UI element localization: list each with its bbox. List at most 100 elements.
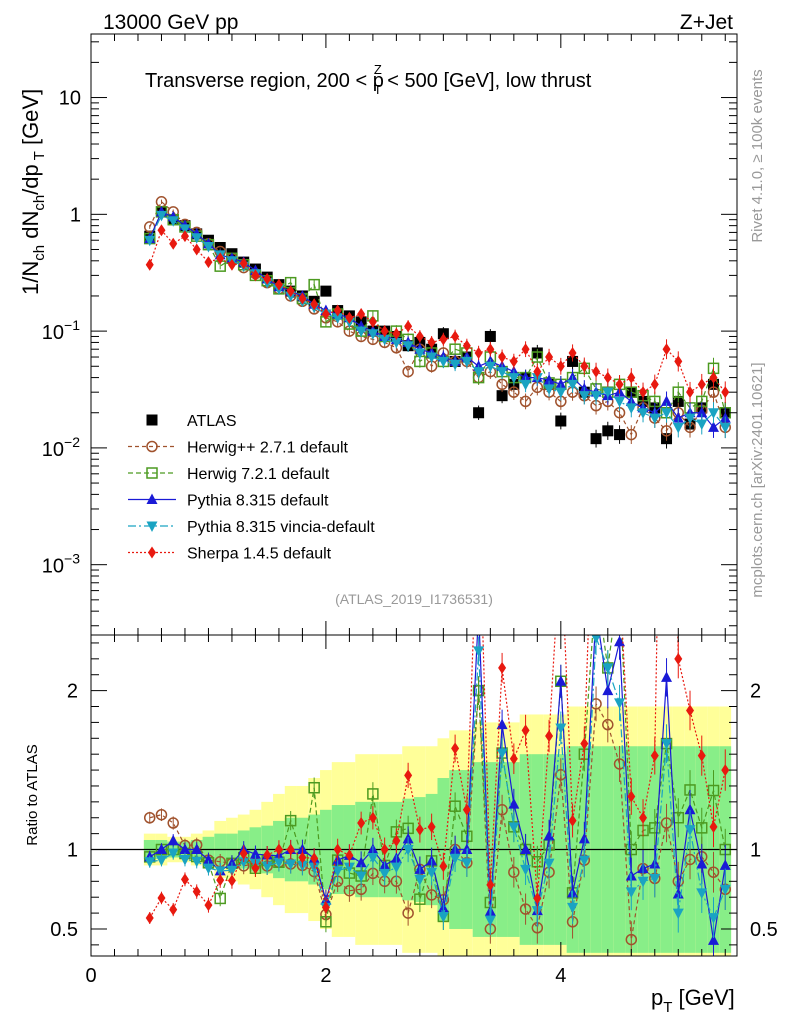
- ratio-point: [707, 866, 720, 878]
- ratio-point: [475, 526, 483, 538]
- ratio-point: [496, 748, 508, 760]
- data-point: [545, 351, 554, 364]
- data-point: [461, 356, 473, 368]
- data-point: [708, 408, 720, 419]
- ratio-point: [462, 803, 471, 816]
- ratio-point: [674, 652, 683, 665]
- data-point: [449, 343, 461, 355]
- data-point: [484, 330, 496, 342]
- data-point: [509, 355, 518, 368]
- data-point: [496, 367, 508, 378]
- ratio-point: [392, 834, 401, 847]
- data-point: [426, 352, 438, 364]
- series-4: [144, 210, 731, 439]
- x-tick-label: 2: [320, 965, 331, 987]
- ratio-point: [708, 913, 720, 924]
- data-point: [580, 360, 589, 373]
- ratio-point: [545, 730, 554, 743]
- data-point: [674, 355, 683, 368]
- ratio-series-5: [145, 526, 730, 924]
- legend-marker: [146, 414, 158, 426]
- ratio-point: [696, 857, 708, 869]
- data-point: [449, 359, 461, 371]
- legend-label: Sherpa 1.4.5 default: [187, 546, 332, 563]
- ratio-point: [719, 859, 731, 870]
- ratio-point: [449, 800, 461, 812]
- series-line: [149, 211, 726, 429]
- legend-label: Herwig++ 2.7.1 default: [187, 440, 349, 457]
- data-point: [708, 421, 720, 432]
- data-point: [214, 241, 226, 253]
- ratio-y-tick-label: 0.5: [50, 919, 78, 941]
- y-tick-label: 10−1: [42, 317, 80, 344]
- x-tick-label: 0: [85, 965, 96, 987]
- ratio-point: [155, 808, 168, 821]
- ratio-point: [380, 843, 389, 856]
- data-point: [286, 285, 295, 298]
- ratio-point: [637, 876, 649, 888]
- ratio-point: [531, 856, 544, 868]
- data-point: [521, 343, 530, 356]
- ratio-point: [180, 873, 189, 886]
- legend-entry: ATLAS: [146, 413, 237, 430]
- data-point: [627, 371, 636, 384]
- data-point: [392, 327, 401, 340]
- data-point: [508, 373, 520, 384]
- data-point: [672, 422, 684, 434]
- legend-entry: Pythia 8.315 default: [128, 493, 329, 510]
- data-point: [191, 233, 203, 244]
- ratio-line: [149, 635, 726, 919]
- ratio-point: [672, 908, 684, 920]
- ratio-point: [379, 868, 391, 880]
- data-point: [602, 425, 614, 437]
- ratio-point: [202, 854, 214, 865]
- ratio-point: [521, 724, 530, 737]
- data-point: [555, 378, 567, 389]
- ratio-point: [519, 903, 532, 915]
- ratio-point: [496, 718, 508, 730]
- mcplots-label: mcplots.cern.ch [arXiv:2401.10621]: [749, 362, 766, 597]
- ratio-point: [614, 698, 626, 709]
- series-5: [145, 224, 730, 403]
- ratio-point: [390, 862, 402, 874]
- ratio-point: [533, 892, 542, 905]
- ratio-point: [345, 849, 354, 862]
- ratio-point: [214, 866, 226, 877]
- ratio-point: [509, 752, 518, 765]
- ratio-point: [202, 863, 214, 875]
- data-point: [543, 374, 555, 385]
- ratio-point: [425, 889, 438, 901]
- data-point: [439, 333, 448, 346]
- main-plot-marks: [143, 196, 732, 449]
- data-point: [402, 365, 414, 378]
- data-point: [414, 348, 426, 359]
- ratio-point: [404, 769, 413, 782]
- data-point: [310, 298, 319, 311]
- ratio-point: [167, 817, 179, 829]
- y-axis-label-ratio: Ratio to ATLAS: [24, 744, 41, 845]
- ratio-point: [627, 790, 636, 803]
- ratio-point: [414, 874, 426, 886]
- data-point: [486, 343, 495, 356]
- ratio-point: [191, 856, 203, 868]
- legend-label: ATLAS: [187, 413, 237, 430]
- data-point: [637, 408, 649, 419]
- data-point: [556, 360, 565, 373]
- data-point: [686, 386, 695, 399]
- ratio-point: [226, 865, 238, 877]
- ratio-point: [719, 884, 731, 896]
- ratio-point: [520, 843, 532, 855]
- data-point: [543, 384, 555, 395]
- ratio-point: [578, 855, 590, 867]
- legend-entry: Herwig++ 2.7.1 default: [128, 440, 349, 457]
- data-point: [145, 258, 154, 271]
- data-point: [263, 272, 272, 285]
- data-point: [531, 351, 544, 363]
- ratio-point: [684, 825, 696, 836]
- ratio-y-tick-label-right: 2: [750, 681, 761, 703]
- data-point: [437, 356, 449, 368]
- data-point: [625, 403, 637, 414]
- ratio-line: [149, 690, 726, 940]
- data-point: [355, 326, 367, 338]
- ratio-point: [167, 834, 179, 846]
